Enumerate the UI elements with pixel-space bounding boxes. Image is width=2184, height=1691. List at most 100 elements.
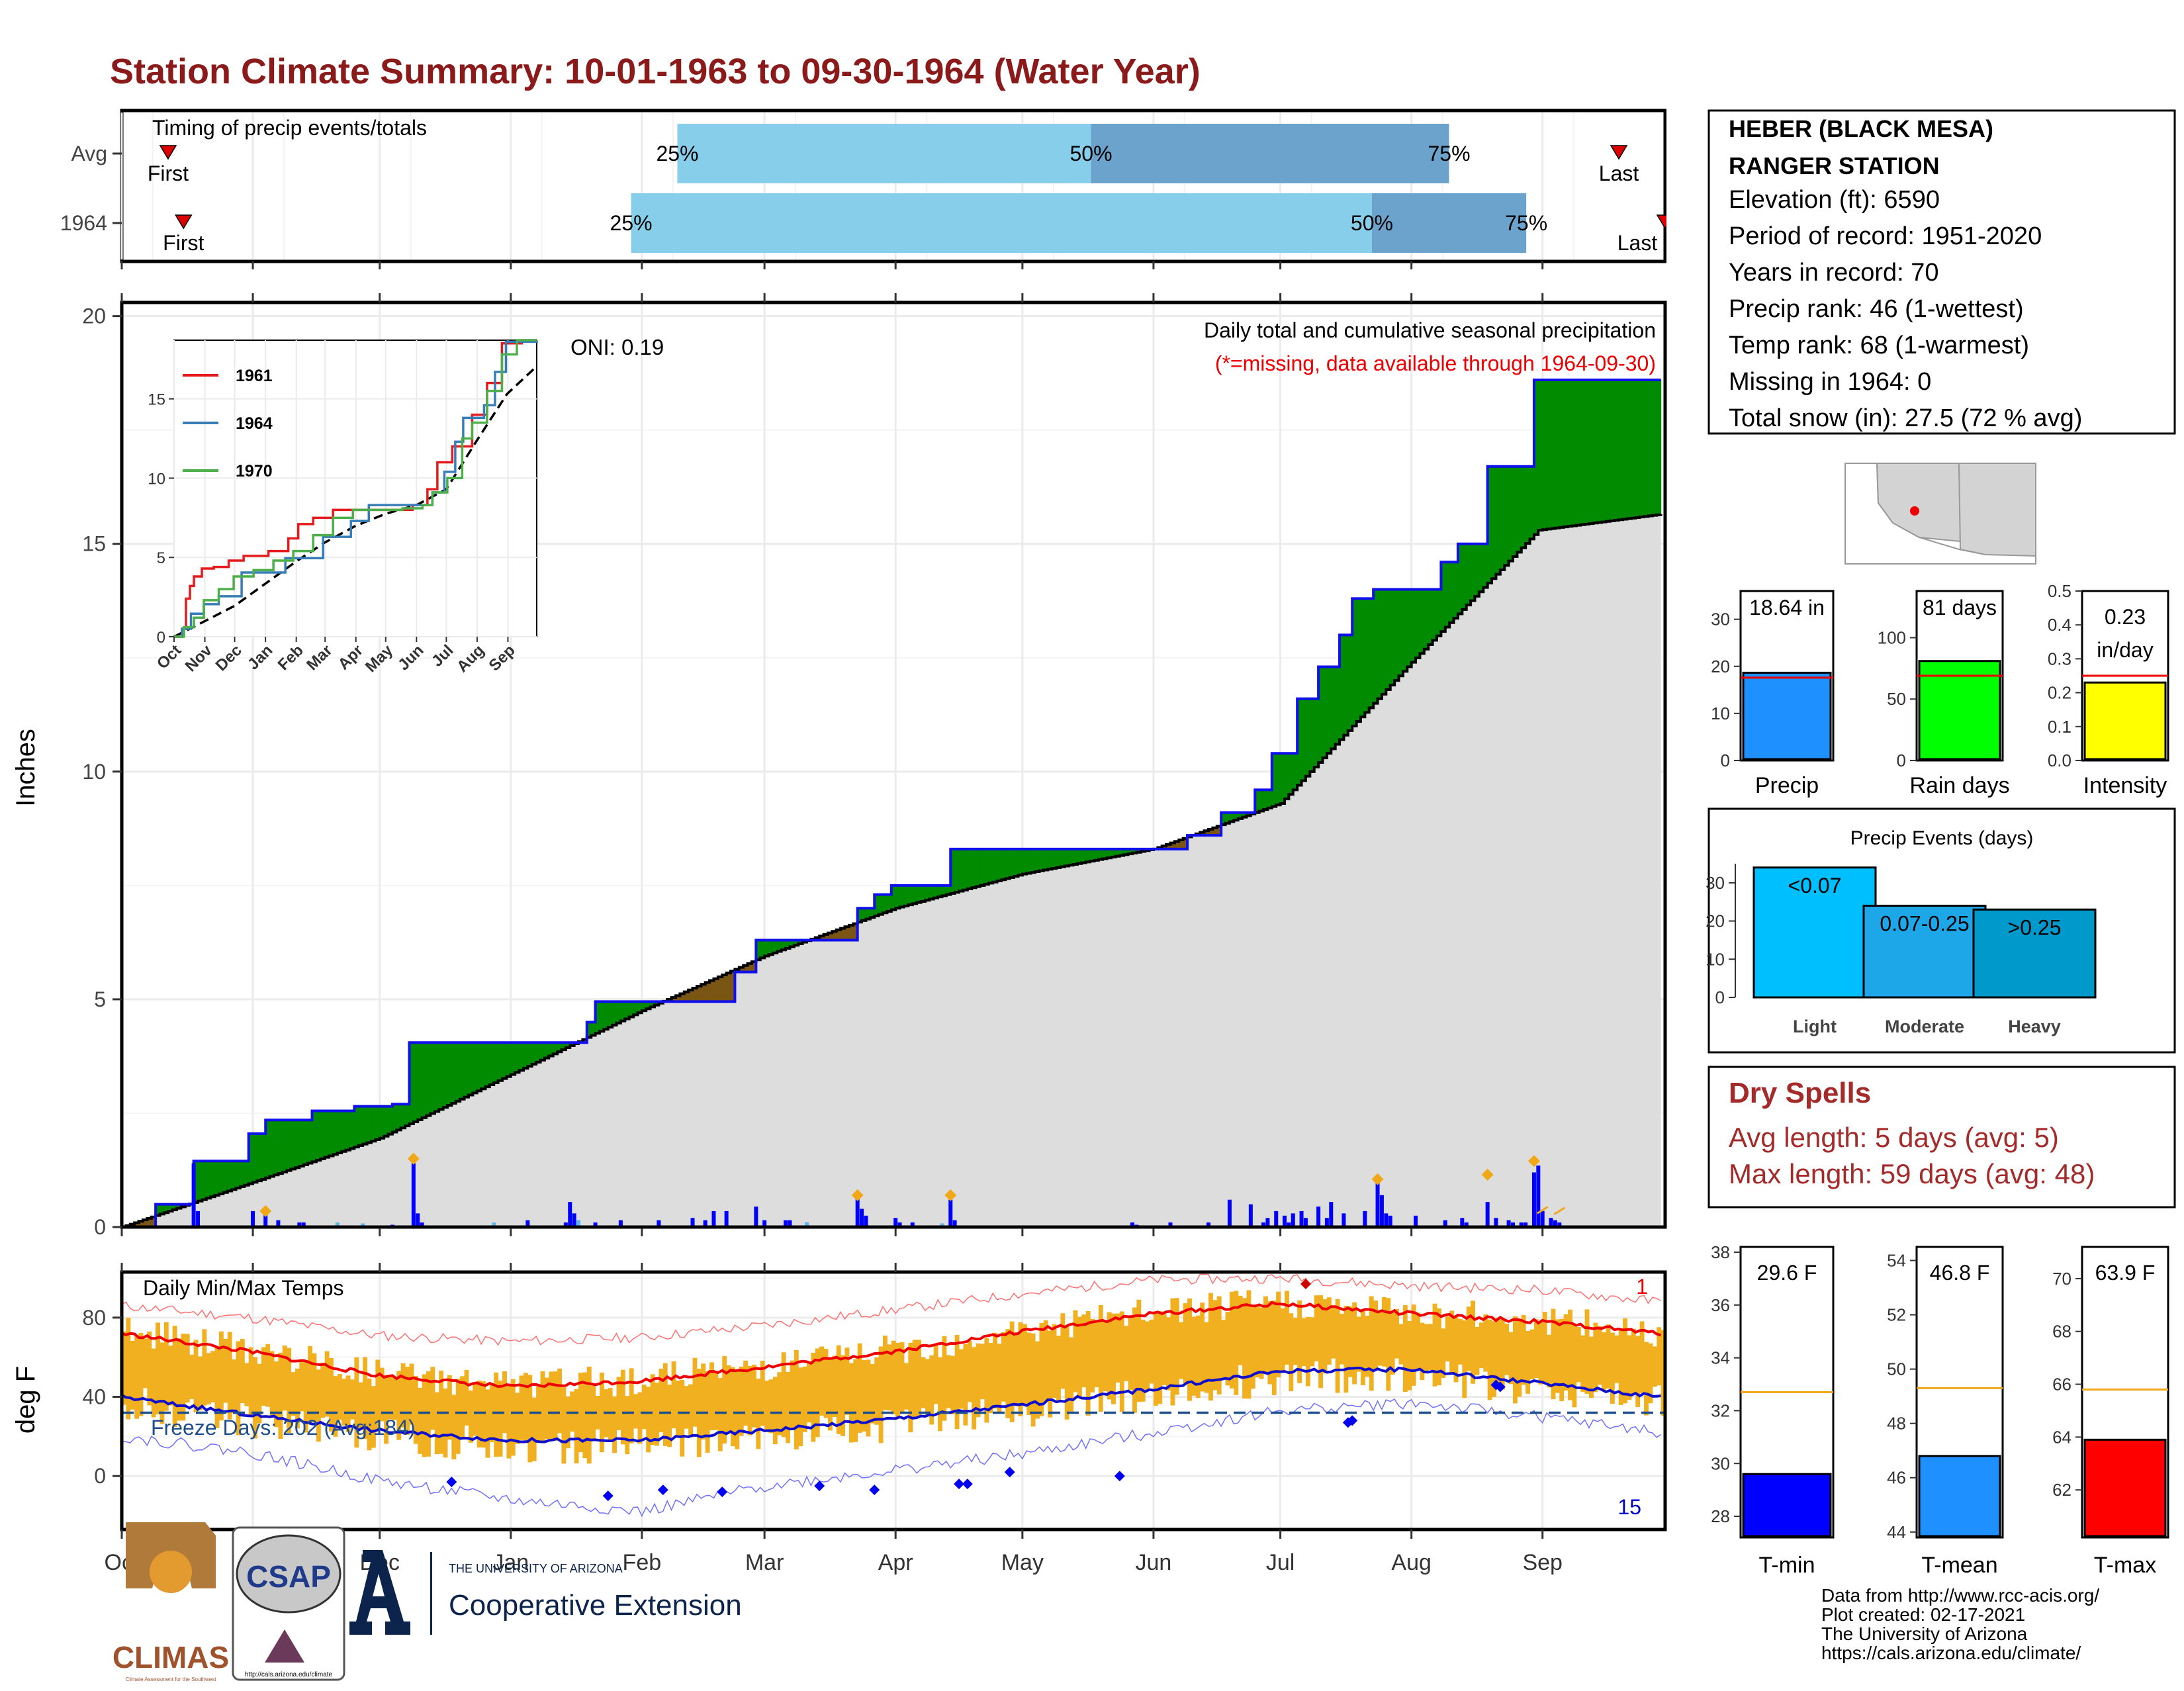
station-info-box: HEBER (BLACK MESA) RANGER STATION Elevat… [1709,111,2175,434]
timing-last-label: Last [1617,231,1658,255]
summary-ytick-label: 50 [1887,689,1906,709]
cumulative-surplus-band [498,1042,503,1080]
map-new-mexico [1959,463,2036,556]
timing-p25-label: 25% [656,142,698,165]
precip-ytick-label: 20 [82,304,106,328]
cumulative-surplus-band [451,1042,456,1103]
cumulative-surplus-band [295,1120,300,1167]
daily-temp-bar [959,1349,964,1408]
cumulative-surplus-band [232,1161,236,1189]
cumulative-surplus-band [1373,590,1378,704]
daily-temp-bar [1259,1308,1264,1379]
cumulative-surplus-band [1483,544,1488,588]
cumulative-surplus-band [502,1042,507,1078]
cumulative-surplus-band [1509,467,1514,561]
daily-temp-bar [1073,1310,1078,1393]
daily-precip-bar [1316,1207,1320,1227]
daily-temp-bar [1150,1320,1154,1384]
record-high-count: 1 [1636,1275,1648,1299]
cumulative-surplus-band [1564,380,1569,527]
cumulative-surplus-band [1026,849,1031,874]
events-bar-label: >0.25 [2008,915,2062,939]
cumulative-surplus-band [1369,598,1374,708]
temp-summary-ytick-label: 46 [1887,1468,1906,1488]
summary-ytick-label: 30 [1711,610,1730,629]
daily-temp-bar [1115,1314,1120,1383]
events-title: Precip Events (days) [1850,827,2034,849]
daily-temp-bar [904,1363,909,1409]
daily-temp-bar [270,1351,275,1416]
cumulative-surplus-band [908,886,913,905]
daily-temp-bar [1343,1306,1348,1393]
daily-temp-bar [870,1364,875,1424]
footer-line3: The University of Arizona [1821,1623,2028,1644]
temp-summary-value-label: 46.8 F [1930,1261,1990,1285]
cumulative-surplus-band [304,1120,308,1164]
climas-sun [150,1551,192,1593]
daily-temp-bar [642,1385,647,1429]
daily-temp-bar [693,1358,698,1427]
inset-ytick-label: 15 [148,391,165,409]
daily-temp-bar [760,1361,765,1426]
daily-temp-bar [684,1386,689,1428]
daily-temp-bar [879,1347,884,1443]
temp-ytick-label: 0 [94,1464,106,1488]
daily-temp-bar [989,1343,993,1413]
cumulative-surplus-band [278,1120,283,1173]
cumulative-surplus-band [900,886,905,907]
summary-ytick-label: 10 [1711,704,1730,723]
cumulative-surplus-band [963,849,968,890]
daily-temp-bar [997,1344,1002,1412]
cumulative-surplus-band [1382,590,1387,694]
daily-temp-bar [925,1359,930,1416]
cumulative-deficit-band [713,979,718,1002]
cumulative-surplus-band [1517,467,1522,553]
daily-temp-bar [874,1357,879,1425]
daily-temp-bar [1336,1299,1340,1393]
daily-temp-bar [1302,1318,1306,1366]
daily-temp-bar [553,1371,558,1441]
daily-temp-bar [1090,1319,1095,1393]
summary-ytick-label: 0 [1897,751,1906,770]
cumulative-surplus-band [274,1120,279,1175]
daily-precip-bar [860,1209,864,1227]
temp-summary-name: T-min [1759,1553,1815,1578]
daily-temp-bar [1077,1317,1082,1398]
cumulative-surplus-band [1635,380,1640,518]
daily-temp-bar [1509,1332,1514,1385]
daily-temp-bar [1128,1316,1133,1390]
cumulative-surplus-band [1492,467,1496,579]
precip-ytick-label: 0 [94,1215,106,1239]
daily-temp-bar [1065,1326,1069,1420]
cumulative-surplus-band [1644,380,1649,516]
cumulative-surplus-band [1598,380,1602,522]
daily-temp-bar [752,1365,756,1428]
events-ytick-label: 10 [1706,949,1725,969]
cumulative-surplus-band [485,1042,490,1087]
daily-temp-bar [946,1355,951,1408]
events-bar-label: 0.07-0.25 [1880,911,1969,935]
cumulative-surplus-band [1336,667,1340,745]
cumulative-surplus-band [1589,380,1594,524]
daily-precip-bar [251,1211,255,1227]
csap-logo: CSAP http://cals.arizona.edu/climate [233,1528,344,1680]
cumulative-surplus-band [523,1042,528,1068]
daily-temp-bar [1272,1301,1277,1395]
daily-temp-bar [764,1381,769,1431]
temp-summary-ytick-label: 70 [2052,1269,2071,1289]
cumulative-surplus-band [1403,590,1408,672]
temp-summary-ytick-label: 28 [1711,1506,1730,1526]
cumulative-surplus-band [388,1107,393,1134]
cumulative-deficit-band [722,975,727,1001]
cumulative-surplus-band [1513,467,1518,557]
daily-temp-bar [828,1359,833,1430]
cumulative-surplus-band [1327,667,1332,754]
daily-temp-bar [498,1381,503,1457]
cumulative-surplus-band [1606,380,1611,522]
cumulative-surplus-band [1065,849,1069,866]
cumulative-surplus-band [1343,635,1348,735]
cumulative-surplus-band [481,1042,486,1089]
daily-temp-bar [1504,1324,1509,1375]
daily-precip-bar [196,1211,200,1227]
daily-precip-bar [568,1202,572,1227]
